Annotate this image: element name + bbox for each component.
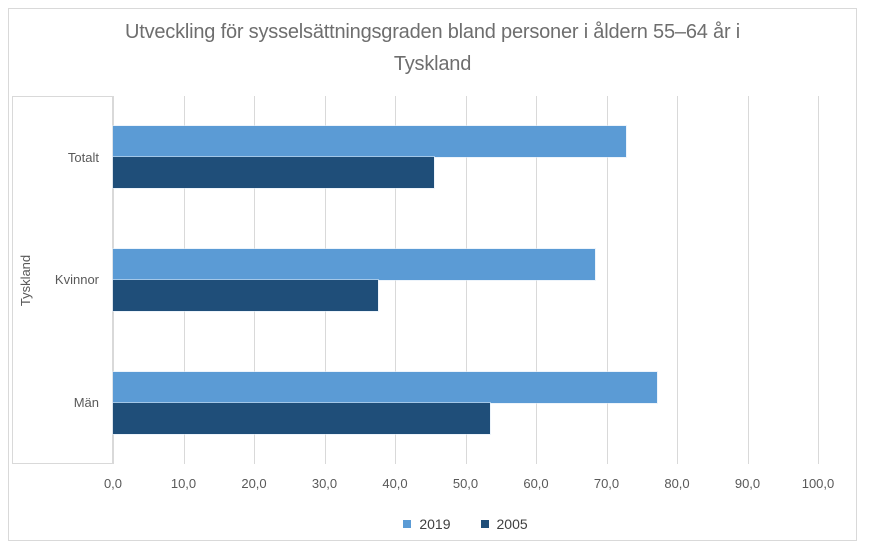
category-axis-box xyxy=(12,96,113,464)
gridline xyxy=(395,96,396,464)
gridline xyxy=(536,96,537,464)
x-axis-tick-label: 90,0 xyxy=(734,476,761,491)
bar-2019-totalt xyxy=(113,126,626,158)
category-label: Totalt xyxy=(67,149,99,165)
category-label: Kvinnor xyxy=(54,272,99,288)
bar-2019-kvinnor xyxy=(113,249,595,280)
bar-2005-kvinnor xyxy=(113,280,379,311)
gridline xyxy=(747,96,749,464)
legend-label-2005: 2005 xyxy=(496,516,528,532)
x-axis-tick-label: 80,0 xyxy=(664,476,690,491)
category-label: Män xyxy=(73,395,99,411)
gridline xyxy=(677,96,678,464)
x-axis-tick-label: 10,0 xyxy=(170,476,197,491)
x-axis-tick-label: 0,0 xyxy=(103,476,123,491)
x-axis-tick-label: 100,0 xyxy=(801,476,835,491)
legend-swatch-2005 xyxy=(480,520,489,528)
bar-2005-män xyxy=(113,402,491,434)
chart-title-line-1: Utveckling för sysselsättningsgraden bla… xyxy=(124,21,741,43)
gridline xyxy=(818,96,819,464)
legend-item-2005: 2005 xyxy=(480,516,528,532)
legend: 2019 2005 xyxy=(113,516,818,532)
legend-swatch-2019 xyxy=(403,520,412,528)
x-axis-tick-label: 20,0 xyxy=(241,476,267,491)
gridline xyxy=(606,96,608,464)
x-axis-tick-label: 40,0 xyxy=(382,476,408,491)
bar-2005-totalt xyxy=(113,157,434,189)
legend-label-2019: 2019 xyxy=(419,516,451,532)
x-axis-tick-label: 30,0 xyxy=(311,476,338,491)
x-axis-tick-label: 60,0 xyxy=(523,476,549,491)
chart-title: Utveckling för sysselsättningsgraden bla… xyxy=(9,16,856,80)
chart-title-line-2: Tyskland xyxy=(393,53,472,75)
x-axis-tick-label: 50,0 xyxy=(452,476,479,491)
x-axis-tick-label: 70,0 xyxy=(593,476,620,491)
bar-2019-män xyxy=(113,371,657,403)
chart-frame: Utveckling för sysselsättningsgraden bla… xyxy=(8,8,857,541)
legend-item-2019: 2019 xyxy=(403,516,451,532)
gridline xyxy=(465,96,467,464)
